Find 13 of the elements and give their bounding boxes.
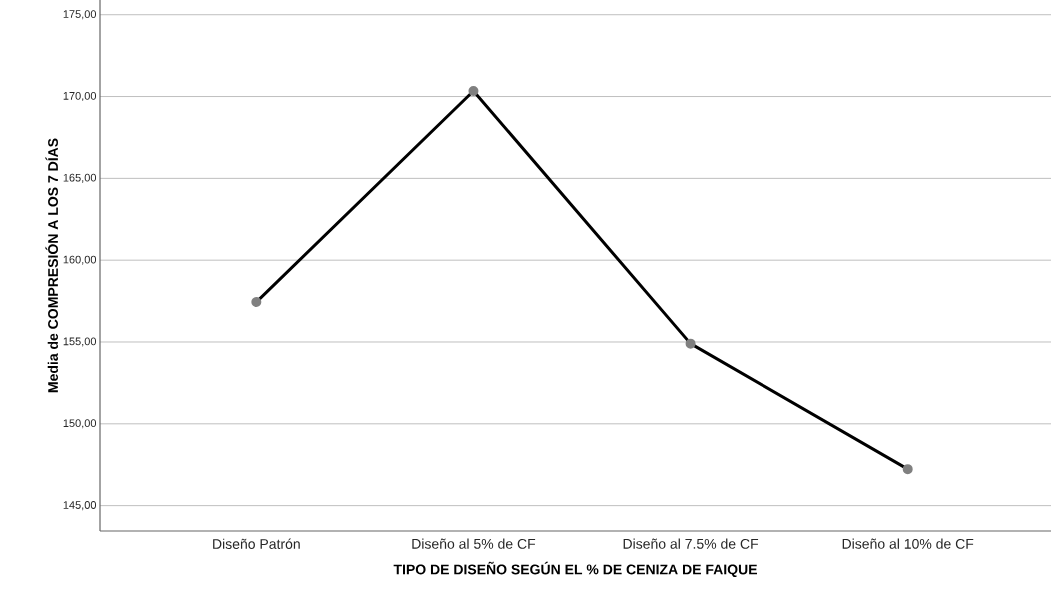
- y-tick-label: 155,00: [63, 337, 97, 347]
- y-tick-label: 165,00: [63, 173, 97, 183]
- y-tick-label: 170,00: [63, 91, 97, 102]
- y-tick-label: 145,00: [63, 501, 97, 511]
- x-axis-title: TIPO DE DISEÑO SEGÚN EL % DE CENIZA DE FAIQUE: [393, 561, 757, 578]
- y-tick-label: 150,00: [63, 419, 97, 429]
- x-tick-label: Diseño al 10% de CF: [842, 538, 974, 549]
- y-tick-label: 160,00: [63, 255, 97, 265]
- y-axis-title: Media de COMPRESIÓN A LOS 7 DÍAS: [45, 138, 58, 393]
- y-tick-label: 175,00: [63, 10, 97, 20]
- x-tick-label: Diseño al 5% de CF: [412, 538, 536, 549]
- x-tick-label: Diseño Patrón: [213, 538, 300, 549]
- x-tick-label: Diseño al 7.5% de CF: [623, 538, 759, 549]
